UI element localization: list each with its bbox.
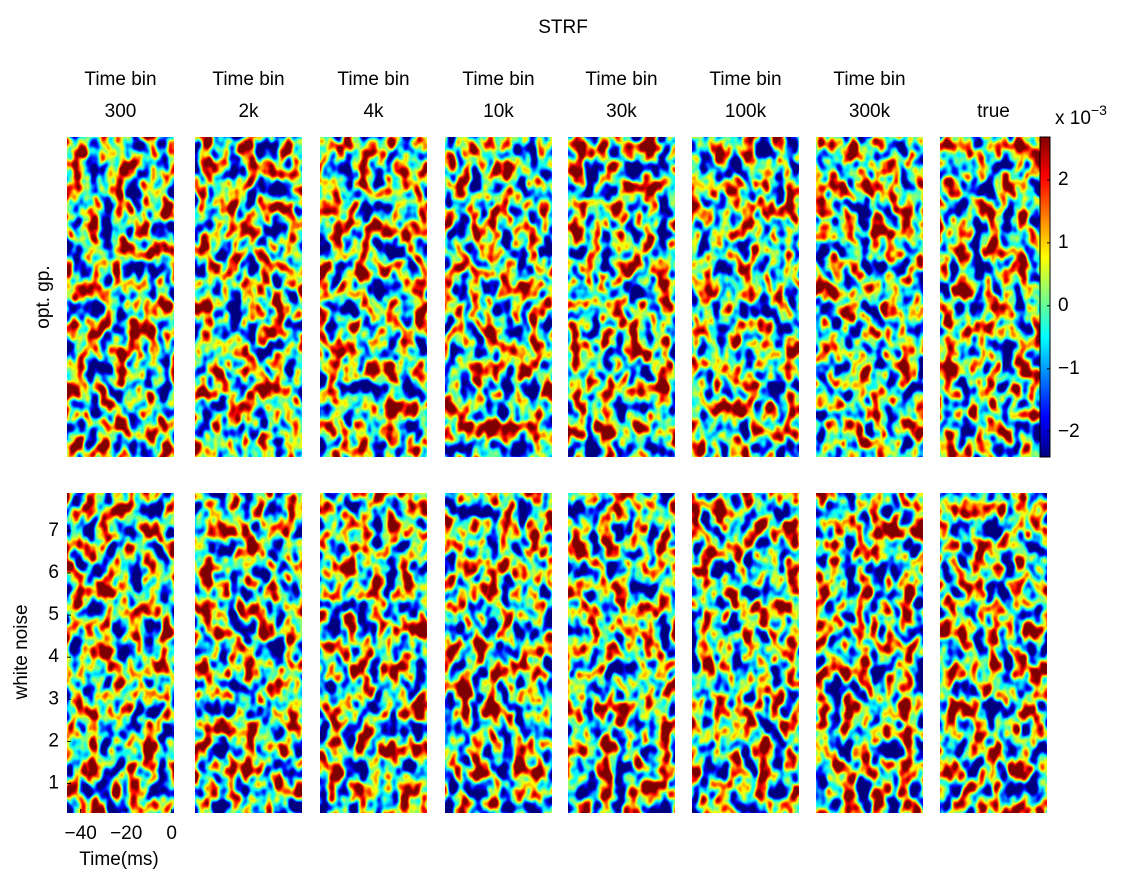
column-title: Time bin xyxy=(84,69,156,90)
column-title: Time bin xyxy=(462,69,534,90)
column-title: 2k xyxy=(238,101,259,122)
x-tick-label: 0 xyxy=(166,823,177,844)
colorbar-label-base: x 10 xyxy=(1055,108,1091,129)
column-title: 100k xyxy=(725,101,767,122)
colorbar-tick-label: 0 xyxy=(1058,295,1069,316)
column-title: 4k xyxy=(363,101,384,122)
column-title: Time bin xyxy=(585,69,657,90)
heatmap-panel xyxy=(940,493,1047,813)
heatmap-panel xyxy=(195,137,302,457)
colorbar-label-exponent: −3 xyxy=(1091,102,1107,118)
row-label: white noise xyxy=(11,604,32,700)
colorbar-tick-label: −2 xyxy=(1058,421,1080,442)
colorbar-tick-label: 1 xyxy=(1058,232,1069,253)
column-title: 300k xyxy=(849,101,891,122)
column-title: Time bin xyxy=(337,69,409,90)
column-title: 300 xyxy=(105,101,137,122)
column-title: true xyxy=(977,101,1010,122)
colorbar xyxy=(1039,136,1051,458)
heatmap-panel xyxy=(320,137,427,457)
heatmap-panel xyxy=(568,493,675,813)
heatmap-panel xyxy=(445,137,552,457)
y-tick-label: 4 xyxy=(48,646,59,667)
heatmap-panel xyxy=(692,493,799,813)
row-label: opt. gp. xyxy=(33,265,54,328)
heatmap-panel xyxy=(67,137,174,457)
x-axis-label: Time(ms) xyxy=(79,849,159,870)
heatmap-panel xyxy=(445,493,552,813)
column-title: 30k xyxy=(606,101,637,122)
colorbar-tick-label: 2 xyxy=(1058,169,1069,190)
heatmap-panel xyxy=(67,493,174,813)
heatmap-panel xyxy=(568,137,675,457)
y-tick-label: 5 xyxy=(48,604,59,625)
heatmap-panel xyxy=(195,493,302,813)
heatmap-panel xyxy=(320,493,427,813)
heatmap-panel xyxy=(816,137,923,457)
column-title: Time bin xyxy=(709,69,781,90)
colorbar-label: x 10−3 xyxy=(1055,102,1107,129)
colorbar-tick-label: −1 xyxy=(1058,358,1080,379)
y-tick-label: 7 xyxy=(48,520,59,541)
heatmap-panel xyxy=(692,137,799,457)
y-tick-label: 2 xyxy=(48,730,59,751)
y-tick-label: 3 xyxy=(48,688,59,709)
heatmap-panel xyxy=(816,493,923,813)
x-tick-label: −20 xyxy=(110,823,142,844)
x-tick-label: −40 xyxy=(65,823,97,844)
y-tick-label: 1 xyxy=(48,773,59,794)
column-title: 10k xyxy=(483,101,514,122)
figure-title: STRF xyxy=(538,17,588,38)
column-title: Time bin xyxy=(212,69,284,90)
y-tick-label: 6 xyxy=(48,562,59,583)
heatmap-panel xyxy=(940,137,1047,457)
column-title: Time bin xyxy=(833,69,905,90)
